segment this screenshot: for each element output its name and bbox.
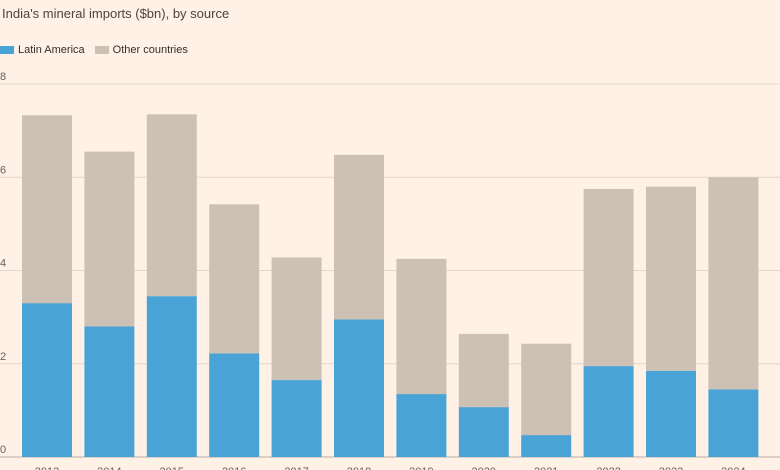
bar-latin-america-2021 [521, 435, 572, 457]
x-tick-label-2023: 2023 [659, 466, 683, 470]
y-tick-label-2: 2 [0, 351, 6, 363]
bar-latin-america-2017 [271, 380, 322, 457]
bar-latin-america-2018 [334, 319, 384, 457]
x-tick-label-2013: 2013 [35, 466, 59, 470]
chart-title: India's mineral imports ($bn), by source [2, 6, 230, 21]
bar-other-countries-2014 [84, 151, 135, 327]
x-tick-label-2024: 2024 [721, 466, 745, 470]
bar-latin-america-2014 [84, 326, 135, 457]
bar-latin-america-2015 [146, 296, 197, 457]
x-tick-label-2019: 2019 [409, 466, 433, 470]
bar-other-countries-2020 [458, 333, 509, 408]
x-tick-label-2021: 2021 [534, 466, 558, 470]
legend-label-other-countries: Other countries [112, 44, 188, 56]
bar-latin-america-2020 [458, 407, 509, 457]
bar-other-countries-2024 [708, 177, 759, 390]
x-tick-label-2014: 2014 [97, 466, 121, 470]
legend-item-other-countries: Other countries [94, 44, 188, 56]
chart-legend: Latin America Other countries [0, 44, 198, 56]
bar-other-countries-2016 [209, 204, 260, 354]
bar-other-countries-2021 [521, 343, 572, 436]
bar-latin-america-2024 [708, 389, 759, 457]
legend-item-latin-america: Latin America [0, 44, 85, 56]
bar-other-countries-2018 [334, 154, 384, 320]
bar-latin-america-2016 [209, 353, 260, 457]
y-tick-label-0: 0 [0, 444, 6, 456]
bar-other-countries-2022 [583, 188, 634, 367]
bar-latin-america-2023 [646, 370, 696, 457]
bar-other-countries-2013 [22, 115, 72, 304]
bar-latin-america-2022 [583, 366, 634, 457]
legend-swatch-other-countries [94, 46, 109, 54]
x-tick-label-2018: 2018 [347, 466, 371, 470]
y-tick-label-4: 4 [0, 258, 6, 270]
x-tick-label-2022: 2022 [596, 466, 620, 470]
legend-label-latin-america: Latin America [18, 44, 85, 56]
y-tick-label-6: 6 [0, 164, 6, 176]
x-tick-label-2020: 2020 [472, 466, 496, 470]
bar-other-countries-2017 [271, 257, 322, 381]
bar-other-countries-2019 [396, 258, 447, 395]
x-tick-label-2015: 2015 [160, 466, 184, 470]
bar-other-countries-2023 [646, 186, 696, 371]
bar-other-countries-2015 [146, 114, 197, 297]
y-tick-label-8: 8 [0, 71, 6, 83]
legend-swatch-latin-america [0, 46, 14, 54]
x-tick-label-2017: 2017 [284, 466, 308, 470]
x-tick-label-2016: 2016 [222, 466, 246, 470]
bar-latin-america-2019 [396, 394, 447, 457]
bar-latin-america-2013 [22, 303, 72, 457]
